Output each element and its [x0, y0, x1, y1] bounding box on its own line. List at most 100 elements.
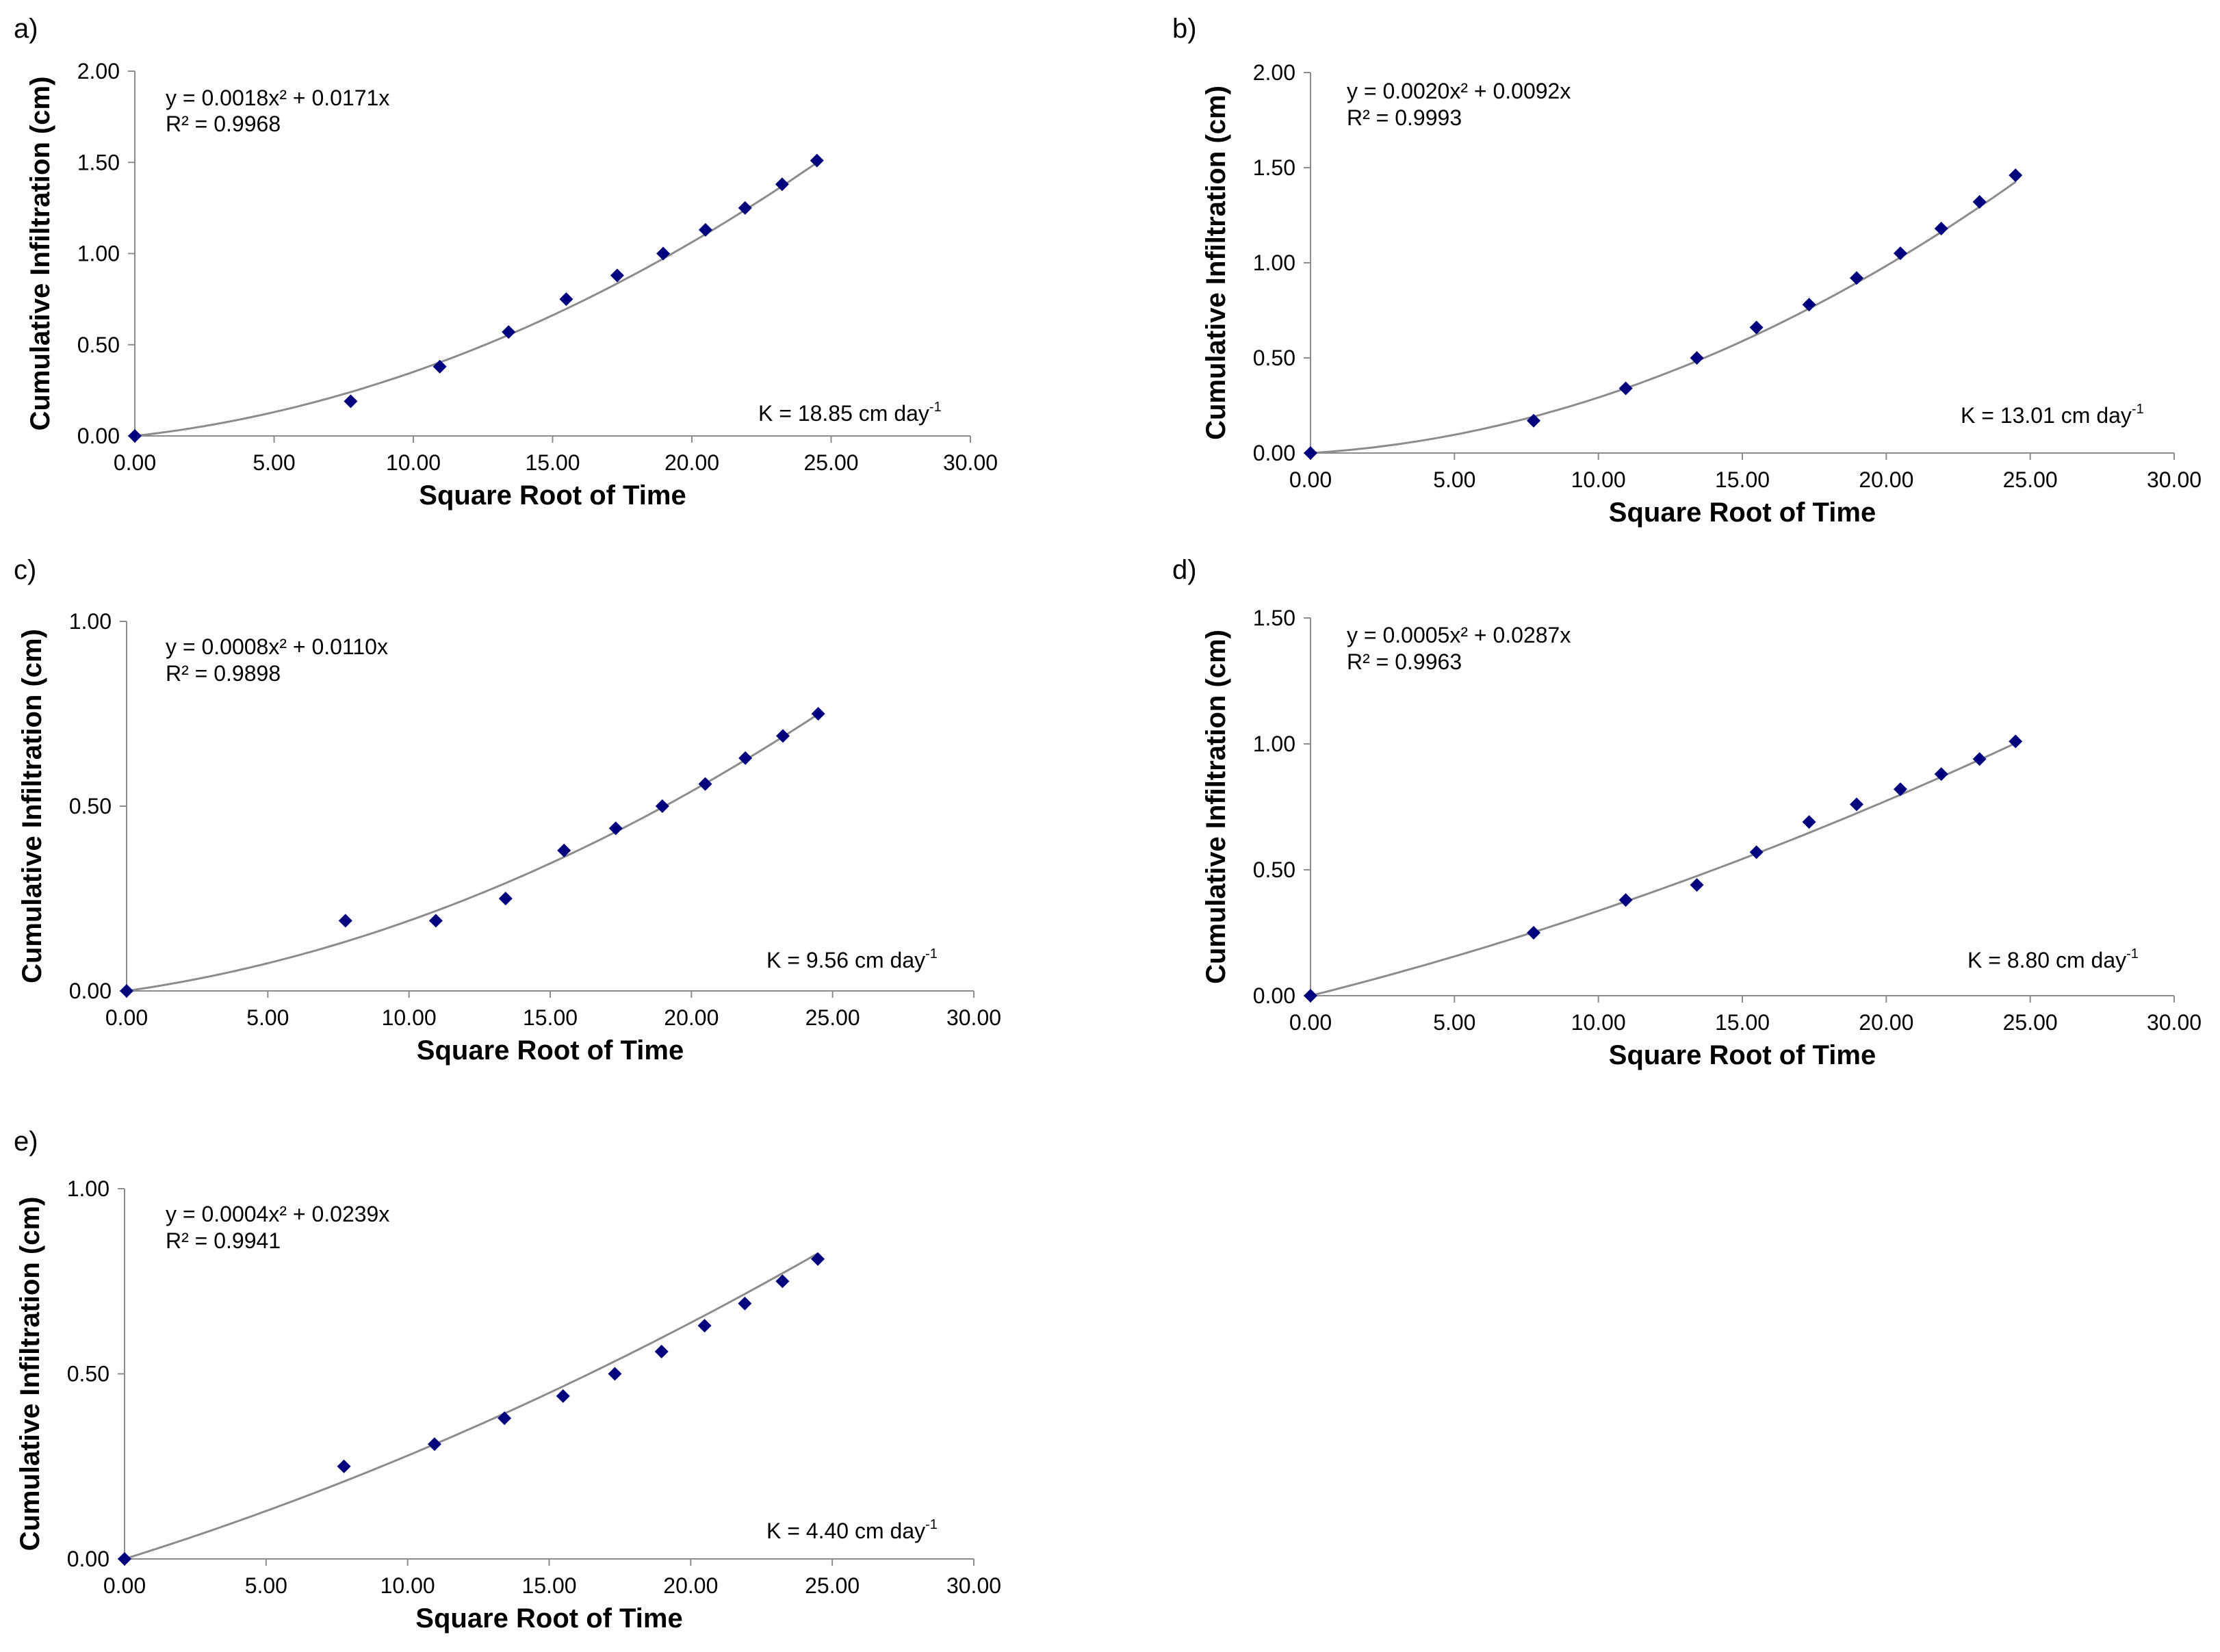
panel-e: e) 0.00 5.00 10.00 15.00 20.00 25.00 30.00 0.00 0…: [14, 1126, 1001, 1634]
equation-label: y = 0.0018x² + 0.0171x: [166, 86, 389, 110]
data-point: [1690, 878, 1704, 892]
data-point: [655, 799, 669, 813]
data-point: [1690, 351, 1704, 365]
y-tick-label: 0.00: [1253, 441, 1295, 465]
r-squared-label: R² = 0.9968: [166, 112, 281, 136]
x-tick-label: 10.00: [1571, 1010, 1626, 1035]
data-point: [1749, 845, 1764, 860]
data-point: [498, 1411, 512, 1425]
y-axis-title: Cumulative Infiltration (cm): [25, 77, 55, 431]
data-point: [654, 1345, 669, 1359]
x-tick-label: 0.00: [103, 1573, 146, 1598]
panel-label: c): [14, 555, 36, 585]
equation-label: y = 0.0020x² + 0.0092x: [1347, 79, 1571, 103]
x-tick-label: 30.00: [946, 1005, 1001, 1030]
data-point: [1304, 989, 1317, 1003]
panel-label: d): [1172, 555, 1197, 585]
data-point: [608, 1367, 622, 1381]
data-point: [811, 1252, 825, 1266]
data-point: [2009, 734, 2023, 749]
data-point: [556, 1389, 570, 1403]
x-tick-label: 5.00: [1433, 1010, 1475, 1035]
x-tick-label: 30.00: [946, 1573, 1001, 1598]
panel-c: c) 0.00 5.00 10.00 15.00 20.00 25.00 30.00 0.00 0…: [14, 555, 1001, 1066]
x-tick-label: 0.00: [1289, 467, 1332, 492]
data-point: [775, 177, 789, 192]
y-tick-label: 1.00: [67, 1176, 109, 1201]
data-point: [557, 843, 571, 857]
data-point: [1972, 752, 1987, 766]
data-point: [1618, 893, 1633, 907]
y-axis-title: Cumulative Infiltration (cm): [17, 629, 47, 983]
r-squared-label: R² = 0.9993: [1347, 105, 1462, 130]
trendline: [1310, 181, 2017, 454]
x-tick-label: 5.00: [253, 450, 295, 475]
y-tick-label: 0.00: [67, 1547, 109, 1571]
equation-label: y = 0.0004x² + 0.0239x: [166, 1202, 389, 1226]
y-tick-label: 2.00: [1253, 60, 1295, 85]
x-tick-label: 15.00: [523, 1005, 578, 1030]
data-point: [1934, 221, 1948, 235]
data-point: [1527, 926, 1541, 940]
data-point: [738, 751, 753, 765]
y-tick-label: 1.50: [77, 150, 120, 175]
x-tick-label: 30.00: [943, 450, 998, 475]
y-tick-label: 2.00: [77, 59, 120, 83]
y-tick-label: 1.00: [69, 609, 112, 634]
y-tick-label: 0.50: [69, 794, 112, 818]
x-tick-label: 0.00: [114, 450, 156, 475]
k-value-text: K = 8.80 cm day: [1967, 948, 2126, 972]
data-point: [697, 1319, 712, 1333]
data-point: [559, 292, 573, 307]
x-tick-label: 25.00: [803, 450, 858, 475]
data-point: [344, 394, 358, 409]
y-tick-label: 0.00: [69, 979, 112, 1003]
data-point: [1972, 195, 1987, 209]
y-tick-label: 0.00: [77, 424, 120, 448]
x-axis-title: Square Root of Time: [415, 1603, 682, 1634]
data-point: [427, 1437, 441, 1451]
y-tick-label: 0.50: [1253, 346, 1295, 370]
k-value-exponent: -1: [925, 946, 938, 961]
data-point: [1749, 320, 1764, 335]
data-point: [428, 914, 443, 928]
x-axis-title: Square Root of Time: [417, 1035, 684, 1066]
x-tick-label: 20.00: [663, 1573, 718, 1598]
data-point: [1893, 246, 1907, 261]
x-tick-label: 25.00: [805, 1005, 860, 1030]
panel-a: a) 0.00 5.00 10.00 15.00 20.00 25.00 30.00 0.00 0…: [14, 14, 998, 511]
data-point: [775, 1274, 790, 1289]
data-point: [118, 1552, 131, 1566]
x-tick-label: 20.00: [664, 450, 719, 475]
data-point: [610, 268, 624, 283]
r-squared-label: R² = 0.9963: [1347, 649, 1462, 674]
trendline: [126, 712, 819, 992]
k-value-text: K = 9.56 cm day: [766, 948, 925, 972]
k-value-text: K = 18.85 cm day: [758, 401, 929, 426]
data-point: [1850, 271, 1864, 285]
x-tick-label: 0.00: [105, 1005, 148, 1030]
data-point: [738, 1296, 752, 1311]
k-value-label: K = 4.40 cm day-1: [766, 1517, 938, 1543]
y-tick-label: 0.50: [77, 333, 120, 357]
x-tick-label: 25.00: [2003, 467, 2058, 492]
x-tick-label: 15.00: [1715, 1010, 1770, 1035]
x-axis-title: Square Root of Time: [419, 480, 686, 511]
x-tick-label: 15.00: [521, 1573, 576, 1598]
data-point: [698, 222, 712, 237]
y-axis-title: Cumulative Infiltration (cm): [1201, 630, 1231, 984]
x-axis-title: Square Root of Time: [1609, 1040, 1876, 1070]
x-tick-label: 15.00: [1715, 467, 1770, 492]
data-point: [608, 821, 623, 836]
equation-label: y = 0.0008x² + 0.0110x: [166, 634, 388, 659]
r-squared-label: R² = 0.9941: [166, 1228, 281, 1253]
k-value-label: K = 8.80 cm day-1: [1967, 946, 2139, 972]
data-point: [1802, 815, 1816, 829]
k-value-label: K = 9.56 cm day-1: [766, 946, 938, 972]
data-point: [120, 984, 133, 998]
x-tick-label: 25.00: [2003, 1010, 2058, 1035]
k-value-exponent: -1: [925, 1517, 938, 1532]
panel-b: b) 0.00 5.00 10.00 15.00 20.00 25.00 30.00 0.00 0…: [1172, 14, 2202, 528]
y-tick-label: 1.50: [1253, 606, 1295, 630]
